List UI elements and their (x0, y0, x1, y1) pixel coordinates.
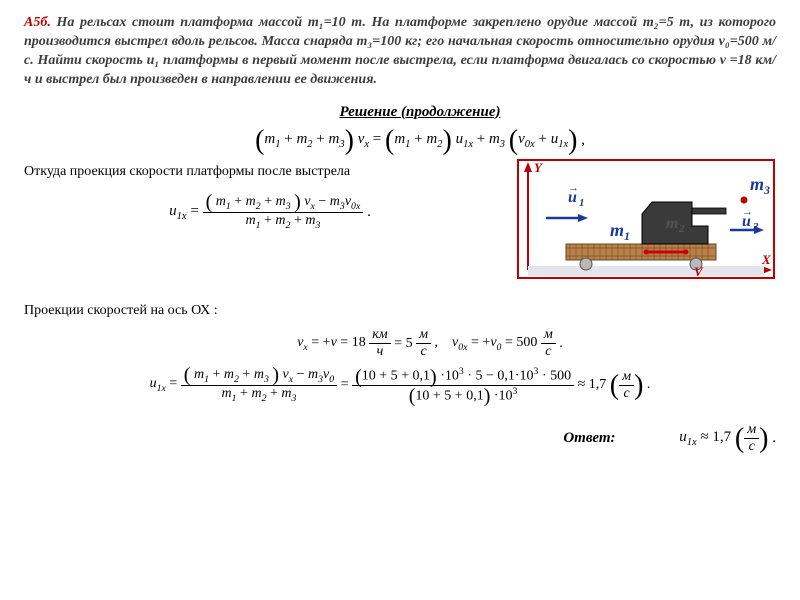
svg-text:3: 3 (752, 221, 759, 233)
svg-text:1: 1 (624, 229, 630, 243)
main-equation: ( m1 + m2 + m3 ) vx = ( m1 + m2 ) u1x + … (64, 131, 776, 151)
numeric-evaluation: u1x = ( m1 + m2 + m3 ) vx − m3v0 m1 + m2… (24, 366, 776, 404)
projection-label: Проекции скоростей на ось ОХ : (24, 303, 776, 319)
derivation-text-col: Откуда проекция скорости платформы после… (24, 162, 496, 242)
derivation-row: Откуда проекция скорости платформы после… (24, 162, 776, 293)
svg-text:V: V (694, 264, 704, 279)
diagram: Y X (516, 158, 776, 293)
svg-text:X: X (761, 252, 771, 267)
projection-values: vx = +v = 18 кмч = 5 мс , v0x = +v0 = 50… (84, 327, 776, 360)
svg-text:m: m (610, 220, 624, 240)
svg-text:2: 2 (678, 223, 685, 235)
svg-text:→: → (742, 206, 753, 218)
after-shot-text: Откуда проекция скорости платформы после… (24, 162, 496, 182)
svg-text:m: m (666, 215, 678, 232)
svg-text:1: 1 (579, 197, 585, 209)
svg-text:Y: Y (534, 160, 543, 175)
answer-label: Ответ: (563, 430, 615, 447)
u1-formula: u1x = ( m1 + m2 + m3 ) vx − m3v0x m1 + m… (44, 194, 496, 231)
answer-row: Ответ: u1x ≈ 1,7 (мс) . (24, 422, 776, 455)
problem-statement: А5б. На рельсах стоит платформа массой m… (24, 14, 776, 90)
problem-body: На рельсах стоит платформа массой m₁=10 … (24, 15, 776, 87)
svg-text:3: 3 (763, 183, 770, 197)
solution-title: Решение (продолжение) (64, 104, 776, 121)
svg-text:→: → (568, 182, 579, 194)
svg-text:m: m (750, 174, 764, 194)
problem-label: А5б. (24, 15, 51, 30)
